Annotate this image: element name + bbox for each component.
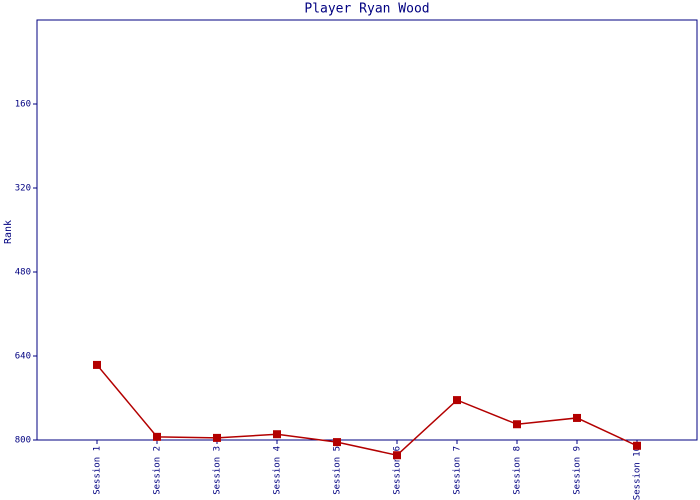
x-tick-label: Session 3 xyxy=(213,446,223,495)
y-tick-label: 160 xyxy=(15,100,31,110)
y-tick-label: 480 xyxy=(15,268,31,278)
x-tick-label: Session 9 xyxy=(573,446,583,495)
y-tick-label: 640 xyxy=(15,352,31,362)
x-tick-label: Session 1 xyxy=(93,446,103,495)
x-tick-label: Session 7 xyxy=(453,446,463,495)
x-tick-label: Session 5 xyxy=(333,446,343,495)
x-tick-label: Session 2 xyxy=(153,446,163,495)
x-tick-label: Session 10 xyxy=(633,446,643,500)
data-point xyxy=(273,430,281,439)
plot-frame xyxy=(36,19,698,441)
data-point xyxy=(453,396,461,405)
y-axis-label: Rank xyxy=(3,220,14,244)
data-point xyxy=(513,420,521,429)
x-tick-label: Session 4 xyxy=(273,446,283,495)
data-point xyxy=(573,413,581,422)
data-point xyxy=(213,433,221,442)
data-point xyxy=(93,360,101,369)
data-point xyxy=(153,432,161,441)
x-tick-label: Session 8 xyxy=(513,446,523,495)
chart-title: Player Ryan Wood xyxy=(304,2,429,17)
data-point xyxy=(393,451,401,460)
y-tick-label: 320 xyxy=(15,184,31,194)
data-point xyxy=(333,438,341,447)
data-point xyxy=(633,441,641,450)
x-tick-label: Session 6 xyxy=(393,446,403,495)
y-tick-label: 800 xyxy=(15,436,31,446)
series-line xyxy=(96,364,638,457)
